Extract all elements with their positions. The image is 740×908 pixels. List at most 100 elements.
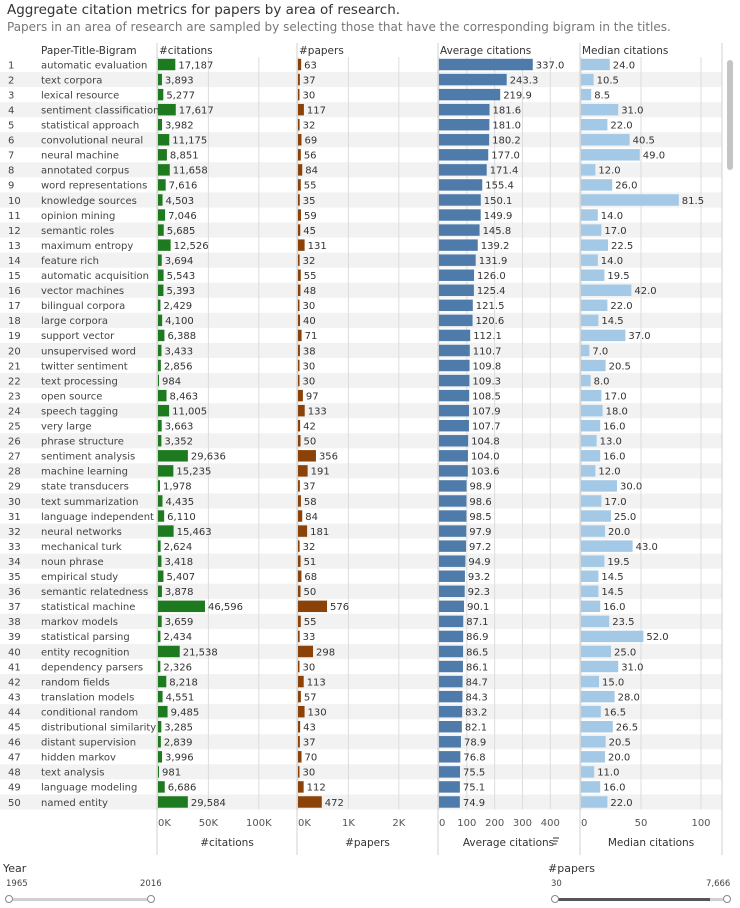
bar-median [581,374,591,387]
value-label-median: 20.0 [608,527,630,538]
value-label-average: 104.0 [471,452,500,463]
row-rank: 7 [8,151,14,162]
row-rank: 13 [8,241,21,252]
papers-filter-min: 30 [551,879,562,889]
year-slider-track[interactable] [9,898,151,901]
value-label-average: 109.8 [473,361,502,372]
value-label-median: 22.0 [610,301,632,312]
bar-average [439,269,475,281]
value-label-average: 78.9 [464,738,486,749]
value-label-papers: 38 [303,346,316,357]
row-stripe [0,734,722,750]
value-label-median: 7.0 [592,346,608,357]
bar-papers [298,690,301,703]
value-label-papers: 63 [304,60,317,71]
value-label-average: 76.8 [463,753,485,764]
row-stripe [0,463,722,479]
value-label-citations: 6,686 [168,783,197,794]
bar-papers [298,314,301,327]
row-rank: 15 [8,271,21,282]
row-stripe [0,342,722,358]
value-label-papers: 32 [303,256,316,267]
bar-median [581,585,599,597]
value-label-citations: 3,982 [165,121,194,132]
value-label-citations: 7,616 [169,181,198,192]
value-label-median: 40.5 [633,136,655,147]
value-label-citations: 7,046 [168,211,197,222]
bar-papers [298,450,316,462]
value-label-median: 52.0 [646,632,668,643]
row-stripe [0,523,722,539]
value-label-average: 177.0 [491,151,520,162]
bar-average [439,404,470,417]
value-label-papers: 84 [305,512,318,523]
row-bigram: opinion mining [41,211,115,222]
bar-median [581,630,644,643]
value-label-citations: 2,856 [164,361,193,372]
value-label-papers: 58 [304,497,317,508]
value-label-papers: 70 [305,753,318,764]
bar-median [581,329,626,342]
papers-slider-min-handle[interactable] [551,895,559,903]
value-label-citations: 3,418 [164,557,193,568]
value-label-citations: 12,526 [174,241,209,252]
row-stripe [0,403,722,419]
bar-average [439,73,507,86]
year-slider-max-handle[interactable] [147,895,155,903]
row-bigram: automatic evaluation [41,60,147,71]
value-label-median: 17.0 [604,226,626,237]
year-slider-min-handle[interactable] [5,895,13,903]
value-label-citations: 2,624 [164,542,193,553]
value-label-median: 22.5 [611,241,633,252]
value-label-average: 107.9 [472,406,501,417]
value-label-citations: 5,685 [167,226,196,237]
axis-tick-citations: 50K [199,818,219,829]
row-rank: 30 [8,497,21,508]
row-bigram: statistical approach [41,121,139,132]
row-rank: 40 [8,647,21,658]
row-stripe [0,102,722,118]
value-label-papers: 30 [303,768,316,779]
bar-median [581,540,633,552]
bar-average [439,374,470,387]
value-label-papers: 30 [303,376,316,387]
bar-citations [158,600,205,613]
row-rank: 42 [8,677,21,688]
bar-median [581,751,605,763]
value-label-median: 28.0 [618,692,640,703]
bar-average [439,540,467,552]
bar-citations [158,119,163,131]
row-stripe [0,764,722,780]
bar-median [581,705,601,718]
bar-median [581,465,596,477]
row-rank: 28 [8,467,21,478]
row-rank: 31 [8,512,21,523]
bar-citations [158,796,188,808]
bar-papers [298,766,300,778]
value-label-papers: 71 [305,331,318,342]
value-label-average: 104.8 [471,437,500,448]
value-label-average: 87.1 [466,617,488,628]
papers-slider-max-handle[interactable] [723,895,731,903]
bar-citations [158,660,161,673]
value-label-papers: 576 [330,602,349,613]
row-stripe [0,704,722,720]
row-stripe [0,162,722,178]
row-bigram: statistical machine [41,602,135,613]
vertical-scrollbar[interactable] [727,60,733,170]
value-label-citations: 9,485 [171,707,200,718]
bar-average [439,119,490,131]
row-bigram: translation models [41,692,134,703]
value-label-citations: 46,596 [208,602,243,613]
bar-papers [298,420,301,432]
bar-median [581,480,617,492]
row-rank: 39 [8,632,21,643]
row-bigram: state transducers [41,482,129,493]
bar-average [439,329,471,342]
value-label-papers: 68 [304,572,317,583]
value-label-average: 112.1 [473,331,502,342]
row-bigram: distributional similarity [41,723,156,734]
value-label-citations: 2,434 [163,632,192,643]
row-bigram: text summarization [41,497,139,508]
bar-papers [298,179,301,191]
